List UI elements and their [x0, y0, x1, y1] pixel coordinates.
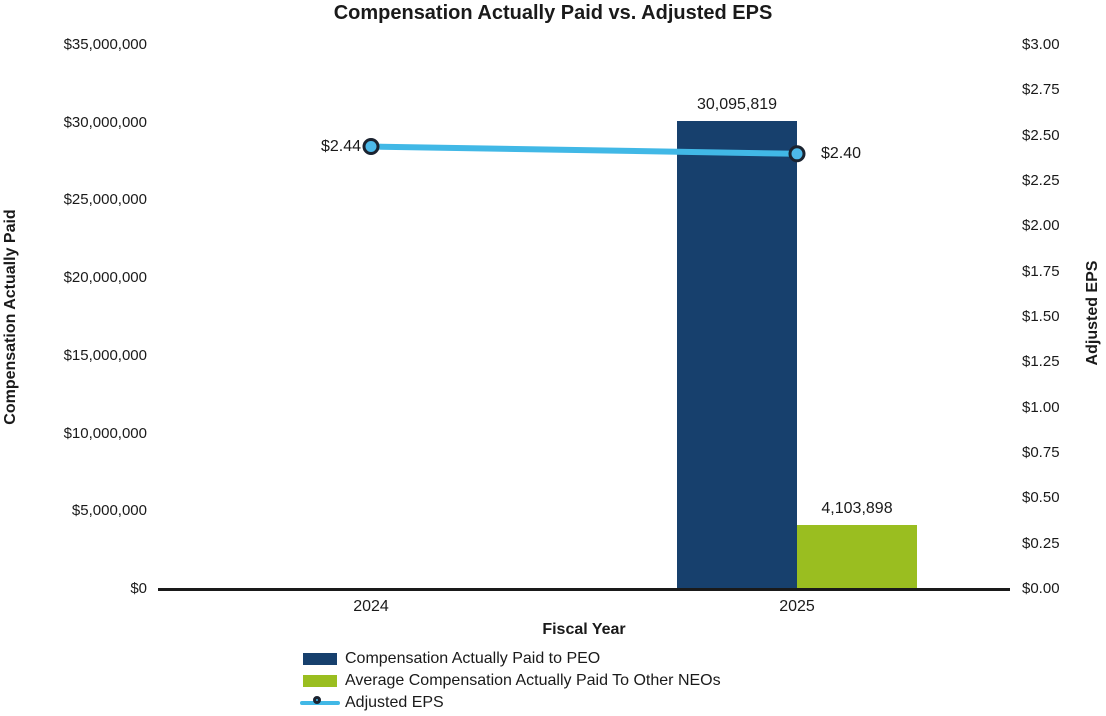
eps-value-label: $2.44 [320, 137, 361, 155]
right-axis-tick-label: $0.75 [1022, 444, 1060, 461]
eps-marker-2024 [362, 138, 380, 156]
bar-peo-2025 [677, 121, 797, 589]
right-axis-tick-label: $1.00 [1022, 398, 1060, 416]
legend-swatch-peo [303, 653, 337, 665]
right-axis-tick-label: $1.75 [1022, 262, 1060, 280]
legend-label-neos: Average Compensation Actually Paid To Ot… [345, 672, 721, 689]
chart-title: Compensation Actually Paid vs. Adjusted … [333, 2, 773, 24]
left-axis-tick-label: $10,000,000 [63, 424, 147, 442]
bar-value-label: 30,095,819 [696, 96, 778, 114]
left-axis-title: Compensation Actually Paid [2, 209, 19, 425]
bar-neos-2025 [797, 525, 917, 589]
right-axis-tick-label: $0.00 [1022, 580, 1060, 597]
x-axis-title: Fiscal Year [542, 621, 626, 638]
right-axis-tick-label: $1.50 [1022, 308, 1060, 325]
right-axis-tick-label: $1.25 [1022, 353, 1060, 371]
right-axis-tick-label: $0.25 [1022, 534, 1060, 552]
left-axis-tick-label: $30,000,000 [63, 113, 147, 131]
right-axis-tick-label: $2.00 [1022, 217, 1060, 235]
eps-value-label: $2.40 [821, 144, 862, 162]
legend-item-eps: Adjusted EPS [300, 692, 721, 714]
legend-marker-dot-icon [313, 696, 321, 704]
legend: Compensation Actually Paid to PEO Averag… [300, 648, 721, 714]
right-axis-tick-label: $2.50 [1022, 126, 1060, 144]
legend-line-segment [300, 701, 340, 705]
right-axis-tick-label: $0.50 [1022, 489, 1060, 507]
legend-item-neos: Average Compensation Actually Paid To Ot… [303, 670, 721, 692]
right-axis-tick-label: $2.25 [1022, 172, 1060, 189]
legend-label-peo: Compensation Actually Paid to PEO [345, 650, 601, 667]
left-axis-tick-label: $35,000,000 [63, 36, 147, 53]
x-axis-line [158, 588, 1010, 591]
x-axis-tick-label-2024: 2024 [353, 598, 389, 615]
x-axis-tick-label-2025: 2025 [779, 598, 815, 615]
left-axis-tick-label: $0 [130, 580, 147, 597]
left-axis-tick-label: $25,000,000 [63, 191, 147, 209]
legend-line-marker-icon [300, 695, 340, 711]
legend-label-eps: Adjusted EPS [345, 694, 444, 711]
legend-swatch-neos [303, 675, 337, 687]
legend-item-peo: Compensation Actually Paid to PEO [303, 648, 721, 670]
right-axis-tick-label: $3.00 [1022, 36, 1060, 53]
left-axis-tick-label: $20,000,000 [63, 269, 147, 287]
right-axis-tick-label: $2.75 [1022, 81, 1060, 99]
left-axis-tick-label: $5,000,000 [71, 502, 147, 520]
left-axis-tick-label: $15,000,000 [63, 346, 147, 364]
bar-value-label: 4,103,898 [821, 500, 893, 518]
